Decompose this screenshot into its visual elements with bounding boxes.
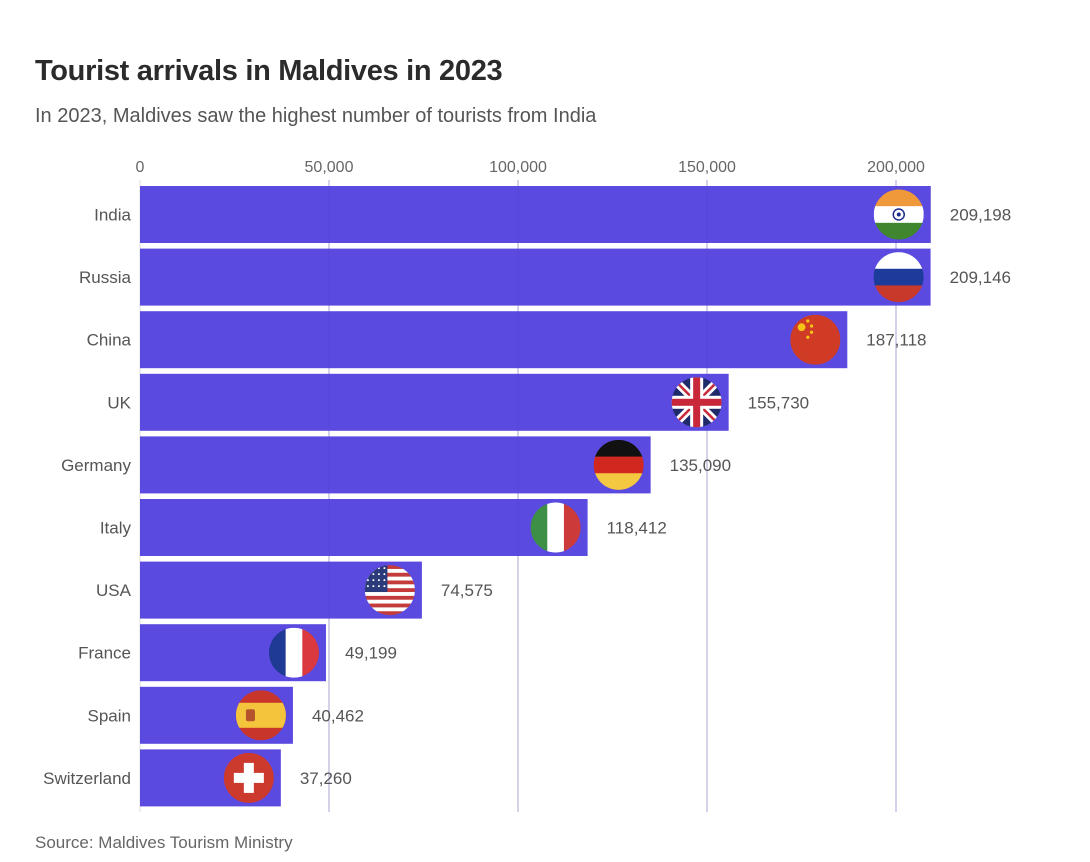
germany-flag-icon xyxy=(593,439,644,490)
chart-subtitle: In 2023, Maldives saw the highest number… xyxy=(35,105,597,127)
source-note: Source: Maldives Tourism Ministry xyxy=(35,833,293,852)
value-label: 40,462 xyxy=(312,706,364,725)
x-tick-label: 50,000 xyxy=(305,159,354,176)
spain-flag-icon xyxy=(235,690,286,741)
bar-russia xyxy=(140,248,931,306)
russia-flag-icon xyxy=(873,252,924,303)
switzerland-flag-icon xyxy=(223,752,274,803)
uk-flag-icon xyxy=(671,377,722,428)
x-tick-label: 200,000 xyxy=(867,159,925,176)
category-label: India xyxy=(94,206,131,225)
category-label: Italy xyxy=(100,519,132,538)
category-label: Switzerland xyxy=(43,769,131,788)
value-label: 118,412 xyxy=(607,519,667,538)
bar-china xyxy=(140,311,848,369)
x-axis-ticks: 0 50,000 100,000 150,000 200,000 xyxy=(136,159,925,176)
x-tick-label: 0 xyxy=(136,159,145,176)
x-tick-label: 150,000 xyxy=(678,159,736,176)
category-label: Spain xyxy=(88,706,131,725)
value-label: 37,260 xyxy=(300,769,352,788)
chart-title: Tourist arrivals in Maldives in 2023 xyxy=(35,55,503,87)
category-label: UK xyxy=(107,393,131,412)
france-flag-icon xyxy=(268,627,319,678)
x-tick-label: 100,000 xyxy=(489,159,547,176)
category-label: France xyxy=(78,644,131,663)
value-label: 209,198 xyxy=(950,206,1011,225)
value-labels: 209,198 209,146 187,118 155,730 135,090 118,4… xyxy=(300,206,1011,788)
usa-flag-icon xyxy=(364,565,415,616)
bar-uk xyxy=(140,373,729,431)
category-label: Russia xyxy=(79,268,132,287)
italy-flag-icon xyxy=(530,502,581,553)
category-label: USA xyxy=(96,581,132,600)
category-labels: India Russia China UK Germany Italy USA France S… xyxy=(43,206,132,788)
value-label: 49,199 xyxy=(345,644,397,663)
value-label: 209,146 xyxy=(950,268,1011,287)
bar-india xyxy=(140,186,931,243)
value-label: 155,730 xyxy=(748,393,809,412)
india-flag-icon xyxy=(873,189,924,240)
bar-italy xyxy=(140,499,588,556)
value-label: 135,090 xyxy=(670,456,731,475)
flags xyxy=(223,189,924,803)
category-label: China xyxy=(87,331,132,350)
china-flag-icon xyxy=(790,314,841,365)
value-label: 187,118 xyxy=(866,331,926,350)
bar-germany xyxy=(140,436,651,494)
category-label: Germany xyxy=(61,456,131,475)
value-label: 74,575 xyxy=(441,581,493,600)
